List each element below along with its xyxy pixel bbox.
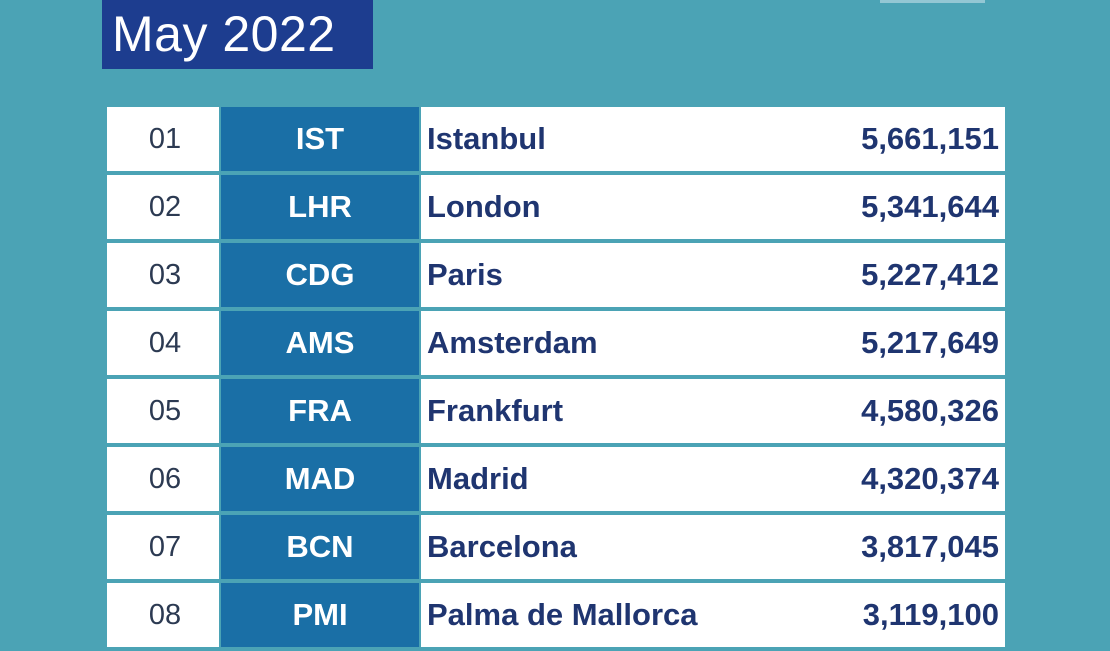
table-row: 01 IST Istanbul 5,661,151: [107, 107, 1005, 171]
rank-cell: 06: [107, 447, 219, 511]
table-row: 03 CDG Paris 5,227,412: [107, 243, 1005, 307]
passengers-cell: 3,817,045: [861, 529, 999, 564]
table-row: 08 PMI Palma de Mallorca 3,119,100: [107, 583, 1005, 647]
city-cell: Madrid: [421, 447, 1005, 511]
table-row: 07 BCN Barcelona 3,817,045: [107, 515, 1005, 579]
passengers-cell: 3,119,100: [862, 597, 999, 632]
airport-ranking-table: 01 IST Istanbul 5,661,151 02 LHR London …: [107, 107, 1005, 651]
passengers-cell: 4,580,326: [861, 393, 999, 428]
rank-cell: 04: [107, 311, 219, 375]
airport-code-cell: PMI: [221, 583, 419, 647]
city-cell: Amsterdam: [421, 311, 1005, 375]
city-cell: London: [421, 175, 1005, 239]
city-cell: Paris: [421, 243, 1005, 307]
table-row: 05 FRA Frankfurt 4,580,326: [107, 379, 1005, 443]
airport-code-cell: FRA: [221, 379, 419, 443]
rank-cell: 01: [107, 107, 219, 171]
city-cell: Barcelona: [421, 515, 1005, 579]
city-cell: Frankfurt: [421, 379, 1005, 443]
page-title: May 2022: [102, 0, 373, 69]
rank-cell: 05: [107, 379, 219, 443]
passengers-cell: 5,227,412: [861, 257, 999, 292]
rank-cell: 02: [107, 175, 219, 239]
city-cell: Istanbul: [421, 107, 1005, 171]
passengers-cell: 5,661,151: [861, 121, 999, 156]
airport-code-cell: LHR: [221, 175, 419, 239]
rank-cell: 03: [107, 243, 219, 307]
table-row: 02 LHR London 5,341,644: [107, 175, 1005, 239]
passengers-cell: 5,217,649: [861, 325, 999, 360]
table-row: 04 AMS Amsterdam 5,217,649: [107, 311, 1005, 375]
airport-code-cell: IST: [221, 107, 419, 171]
rank-cell: 07: [107, 515, 219, 579]
airport-code-cell: BCN: [221, 515, 419, 579]
passengers-cell: 4,320,374: [861, 461, 999, 496]
airport-code-cell: MAD: [221, 447, 419, 511]
airport-code-cell: AMS: [221, 311, 419, 375]
passengers-cell: 5,341,644: [861, 189, 999, 224]
table-row: 06 MAD Madrid 4,320,374: [107, 447, 1005, 511]
rank-cell: 08: [107, 583, 219, 647]
airport-code-cell: CDG: [221, 243, 419, 307]
corner-logo-fragment: [880, 0, 985, 3]
